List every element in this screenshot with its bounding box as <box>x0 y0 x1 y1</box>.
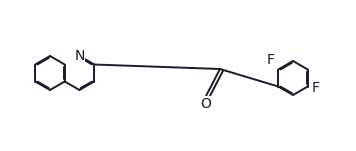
Text: F: F <box>312 80 320 95</box>
Text: F: F <box>266 53 274 67</box>
Text: O: O <box>200 97 211 111</box>
Text: N: N <box>74 49 85 63</box>
